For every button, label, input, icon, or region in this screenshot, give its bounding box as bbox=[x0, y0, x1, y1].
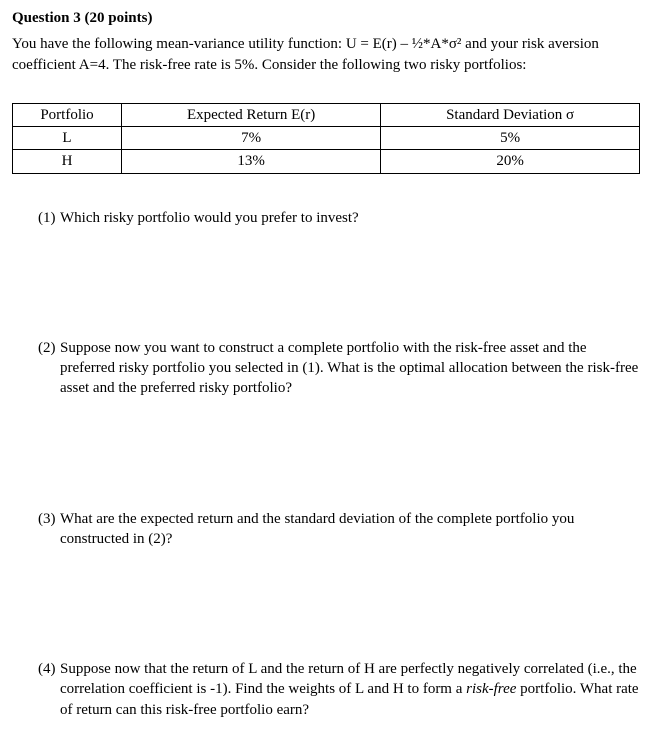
list-item: (3) What are the expected return and the… bbox=[38, 509, 640, 550]
table-cell: L bbox=[13, 127, 122, 150]
table-row: H 13% 20% bbox=[13, 150, 640, 173]
table-row: L 7% 5% bbox=[13, 127, 640, 150]
list-item: (1) Which risky portfolio would you pref… bbox=[38, 208, 640, 228]
table-cell: 13% bbox=[121, 150, 380, 173]
table-header: Expected Return E(r) bbox=[121, 103, 380, 126]
portfolio-table: Portfolio Expected Return E(r) Standard … bbox=[12, 103, 640, 174]
question-intro: You have the following mean-variance uti… bbox=[12, 34, 640, 75]
table-row: Portfolio Expected Return E(r) Standard … bbox=[13, 103, 640, 126]
table-cell: H bbox=[13, 150, 122, 173]
question-number: (1) bbox=[38, 208, 56, 228]
question-heading: Question 3 (20 points) bbox=[12, 8, 640, 28]
question-text: What are the expected return and the sta… bbox=[60, 511, 574, 547]
table-cell: 7% bbox=[121, 127, 380, 150]
question-number: (4) bbox=[38, 659, 56, 679]
table-cell: 5% bbox=[381, 127, 640, 150]
table-header: Standard Deviation σ bbox=[381, 103, 640, 126]
question-number: (2) bbox=[38, 338, 56, 358]
list-item: (2) Suppose now you want to construct a … bbox=[38, 338, 640, 399]
table-header: Portfolio bbox=[13, 103, 122, 126]
question-text: Suppose now that the return of L and the… bbox=[60, 661, 639, 718]
table-cell: 20% bbox=[381, 150, 640, 173]
question-list: (1) Which risky portfolio would you pref… bbox=[12, 208, 640, 720]
question-text: Which risky portfolio would you prefer t… bbox=[60, 210, 359, 226]
question-text: Suppose now you want to construct a comp… bbox=[60, 340, 638, 397]
list-item: (4) Suppose now that the return of L and… bbox=[38, 659, 640, 720]
question-number: (3) bbox=[38, 509, 56, 529]
